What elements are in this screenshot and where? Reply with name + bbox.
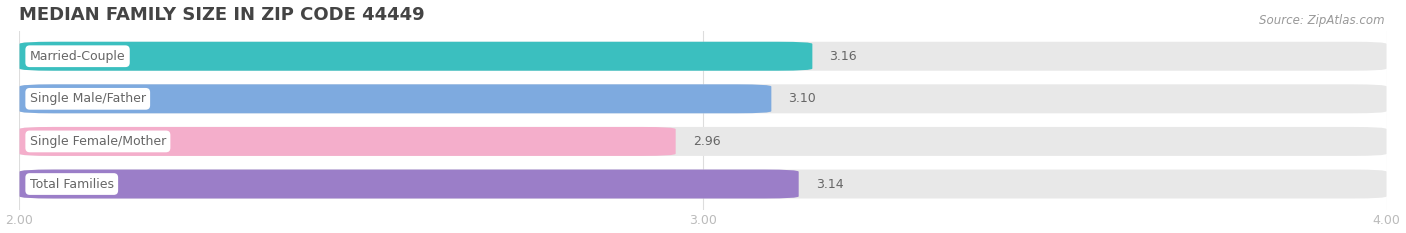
- Text: 3.16: 3.16: [830, 50, 858, 63]
- Text: Single Male/Father: Single Male/Father: [30, 92, 146, 105]
- Text: Single Female/Mother: Single Female/Mother: [30, 135, 166, 148]
- Text: Source: ZipAtlas.com: Source: ZipAtlas.com: [1260, 14, 1385, 27]
- Text: Total Families: Total Families: [30, 178, 114, 191]
- FancyBboxPatch shape: [20, 170, 1386, 199]
- FancyBboxPatch shape: [20, 42, 813, 71]
- FancyBboxPatch shape: [20, 84, 1386, 113]
- Text: 3.14: 3.14: [815, 178, 844, 191]
- FancyBboxPatch shape: [20, 42, 1386, 71]
- FancyBboxPatch shape: [20, 84, 772, 113]
- FancyBboxPatch shape: [20, 170, 799, 199]
- FancyBboxPatch shape: [20, 127, 1386, 156]
- FancyBboxPatch shape: [20, 127, 676, 156]
- Text: Married-Couple: Married-Couple: [30, 50, 125, 63]
- Text: 2.96: 2.96: [693, 135, 720, 148]
- Text: MEDIAN FAMILY SIZE IN ZIP CODE 44449: MEDIAN FAMILY SIZE IN ZIP CODE 44449: [20, 6, 425, 24]
- Text: 3.10: 3.10: [789, 92, 817, 105]
